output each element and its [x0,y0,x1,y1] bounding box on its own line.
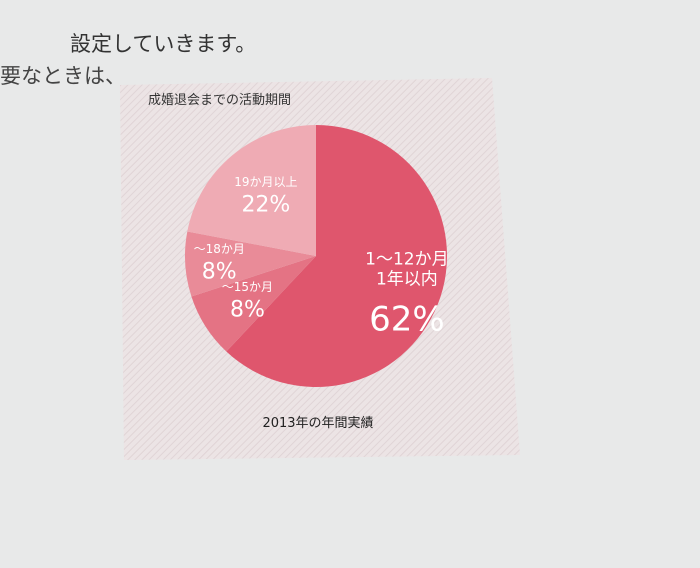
pie-slice [187,125,316,256]
body-text: 設定していきます。 [70,32,257,56]
slice-label: 1〜12か月 1年以内 [365,249,449,290]
value-label: 62% [369,299,445,340]
pie-slice [185,231,316,297]
footnote: 2013年の年間実績 [262,415,373,431]
slice-label: 19か月以上 [234,175,298,190]
pie-slice [191,256,316,352]
value-label: 8% [229,296,265,322]
chart-title: 成婚退会までの活動期間 [148,93,291,108]
value-label: 22% [241,192,291,218]
pie-slice [226,125,447,387]
body-text: 要なときは、 [0,64,126,88]
slice-label: 〜18か月 [193,242,245,257]
slice-label: 〜15か月 [221,279,274,294]
value-label: 8% [201,259,237,285]
